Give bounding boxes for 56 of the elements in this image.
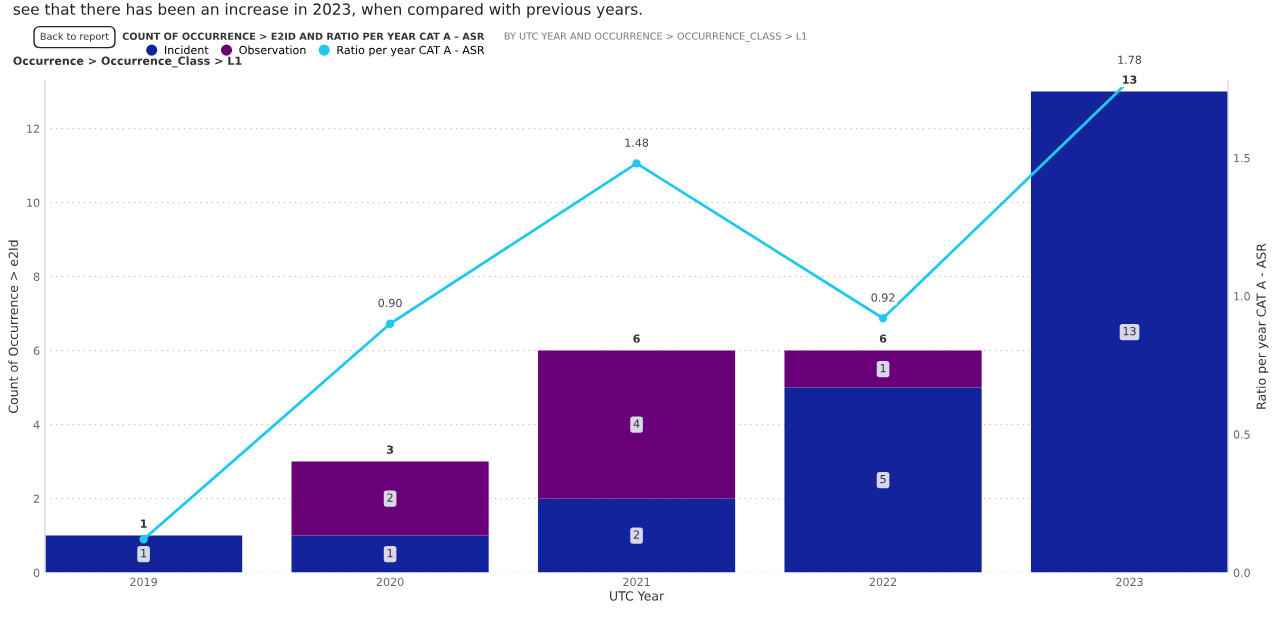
data-label: 1 [387,549,393,558]
total-label: 13 [1123,75,1137,84]
bar [537,350,736,499]
y-tick-label: 10 [27,198,40,207]
chart-title: COUNT OF OCCURRENCE > E2ID AND RATIO PER YEAR CAT A – ASR [122,32,485,40]
data-label: 0.92 [871,293,895,302]
y2-tick-label: 0.5 [1233,430,1250,439]
data-label: 13 [1123,326,1136,336]
bar [291,535,489,573]
y-tick-label: 12 [27,124,40,133]
data-label: 4 [633,419,640,428]
y2-tick-label: 1.5 [1234,154,1250,163]
data-label: 2 [633,530,639,539]
text: see that there has been an increase in 2023, when compared with previous years. [13,3,642,18]
data-label: 1 [880,364,886,373]
legend-label: Ratio per year CAT A - ASR [337,45,485,57]
x-tick-label: 2023 [1116,577,1143,587]
y-axis-title: Count of Occurrence > e2Id [8,240,19,413]
legend-label: Observation [239,45,306,55]
point [385,319,395,328]
point [139,535,148,544]
bar [784,350,982,388]
bar [784,387,982,573]
y2-axis-title: Ratio per year CAT A - ASR [1256,243,1269,409]
data-label: 1.78 [1118,55,1142,64]
x-tick-label: 2020 [376,577,404,587]
x-tick-label: 2022 [869,577,897,587]
text: Back to report [40,32,109,42]
x-tick-label: 2019 [130,577,157,587]
total-label: 6 [633,334,640,343]
total-label: 1 [140,519,147,528]
bar [1030,91,1229,573]
x-axis-title: UTC Year [610,591,665,601]
y2-tick-label: 0.0 [1233,568,1250,577]
data-label: 2 [387,493,393,502]
legend-title: Occurrence > Occurrence_Class > L1 [13,56,242,68]
y-tick-label: 6 [33,346,40,355]
data-label: 5 [880,475,886,484]
bar [45,535,243,573]
y2-tick-label: 1.0 [1234,292,1250,301]
y-tick-label: 8 [33,272,40,281]
total-label: 3 [386,445,394,454]
data-label: 1.48 [625,138,649,147]
total-label: 6 [879,334,887,343]
y-tick-label: 4 [33,420,40,429]
legend-label: Incident [165,45,209,55]
data-label: 1 [141,549,147,558]
chart-subtitle: BY UTC YEAR AND OCCURRENCE > OCCURRENCE_CLASS > L1 [504,32,807,42]
point [632,159,641,168]
x-tick-label: 2021 [623,577,650,587]
y-tick-label: 2 [33,494,40,503]
y-tick-label: 0 [33,568,40,577]
data-label: 0.90 [378,298,402,308]
bar [537,498,736,573]
bar [291,461,489,536]
point [878,314,888,323]
